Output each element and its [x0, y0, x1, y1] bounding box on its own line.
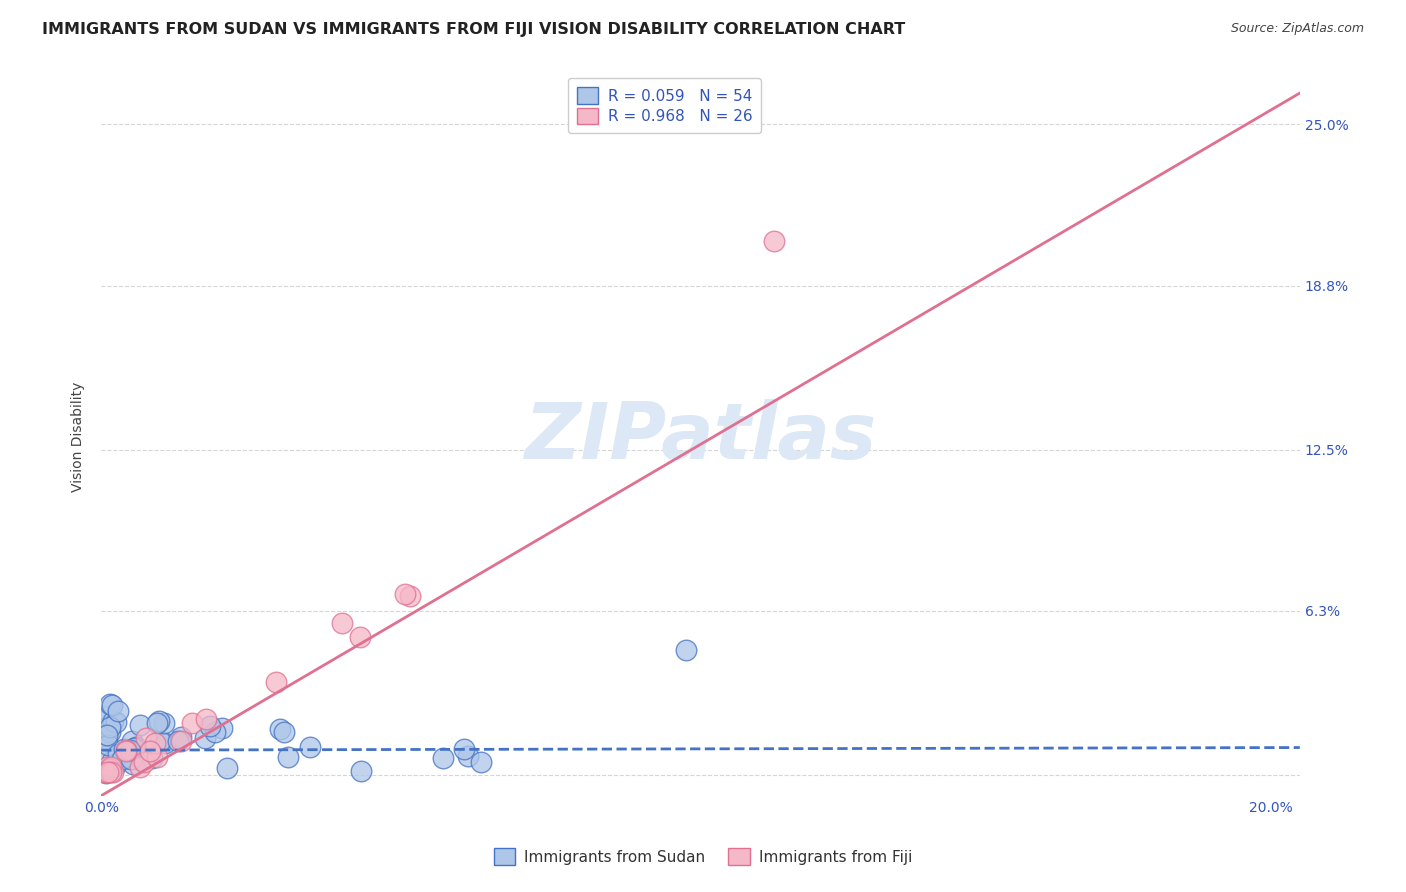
Point [675, 643, 697, 657]
Point [125, 740, 148, 755]
Point [148, 734, 170, 748]
Point [120, 752, 142, 766]
Point [104, 758, 127, 772]
Point [107, 747, 129, 761]
Point [96, 759, 118, 773]
Point [273, 725, 295, 739]
Point [124, 741, 146, 756]
Point [135, 731, 157, 745]
Point [98, 724, 121, 739]
Point [98, 697, 121, 711]
Point [93, 727, 115, 741]
Point [93, 765, 115, 780]
Point [204, 725, 226, 739]
Point [181, 716, 204, 731]
Point [269, 722, 291, 736]
Point [453, 742, 475, 756]
Point [96, 721, 118, 735]
Point [94, 766, 117, 780]
Point [195, 712, 218, 726]
Point [97, 765, 120, 780]
Point [170, 730, 193, 744]
Point [101, 714, 124, 728]
Point [94, 714, 117, 728]
Point [143, 736, 166, 750]
Point [94, 748, 117, 763]
Point [399, 589, 422, 603]
Point [96, 728, 118, 742]
Point [94, 765, 117, 780]
Point [277, 749, 299, 764]
Point [121, 733, 143, 747]
Point [100, 754, 122, 768]
Point [103, 765, 125, 780]
Point [100, 765, 122, 780]
Point [211, 721, 233, 735]
Point [112, 742, 135, 756]
Text: ZIPatlas: ZIPatlas [524, 399, 877, 475]
Point [432, 750, 454, 764]
Point [153, 715, 176, 730]
Point [105, 714, 128, 729]
Y-axis label: Vision Disability: Vision Disability [72, 382, 86, 491]
Point [330, 615, 353, 630]
Point [98, 762, 121, 776]
Point [100, 760, 122, 774]
Point [132, 756, 155, 770]
Point [129, 753, 152, 767]
Point [148, 714, 170, 729]
Point [299, 740, 322, 755]
Point [145, 749, 167, 764]
Point [394, 586, 416, 600]
Point [93, 765, 115, 780]
Point [457, 749, 479, 764]
Point [153, 736, 176, 750]
Point [762, 235, 785, 249]
Point [115, 743, 138, 757]
Point [128, 760, 150, 774]
Point [470, 755, 492, 769]
Point [194, 731, 217, 745]
Point [96, 728, 118, 742]
Point [350, 764, 373, 778]
Text: IMMIGRANTS FROM SUDAN VS IMMIGRANTS FROM FIJI VISION DISABILITY CORRELATION CHAR: IMMIGRANTS FROM SUDAN VS IMMIGRANTS FROM… [42, 22, 905, 37]
Text: Source: ZipAtlas.com: Source: ZipAtlas.com [1230, 22, 1364, 36]
Point [97, 738, 120, 752]
Point [96, 727, 118, 741]
Point [217, 761, 239, 775]
Point [266, 675, 288, 690]
Point [129, 717, 152, 731]
Point [107, 705, 129, 719]
Legend: Immigrants from Sudan, Immigrants from Fiji: Immigrants from Sudan, Immigrants from F… [488, 842, 918, 871]
Point [198, 719, 221, 733]
Point [349, 630, 371, 644]
Point [170, 734, 193, 748]
Point [167, 733, 190, 747]
Point [115, 742, 138, 756]
Legend: R = 0.059   N = 54, R = 0.968   N = 26: R = 0.059 N = 54, R = 0.968 N = 26 [568, 78, 761, 134]
Point [121, 756, 143, 771]
Point [111, 752, 134, 766]
Point [118, 743, 141, 757]
Point [141, 750, 163, 764]
Point [101, 698, 124, 713]
Point [100, 721, 122, 735]
Point [139, 744, 162, 758]
Point [93, 708, 115, 723]
Point [146, 715, 169, 730]
